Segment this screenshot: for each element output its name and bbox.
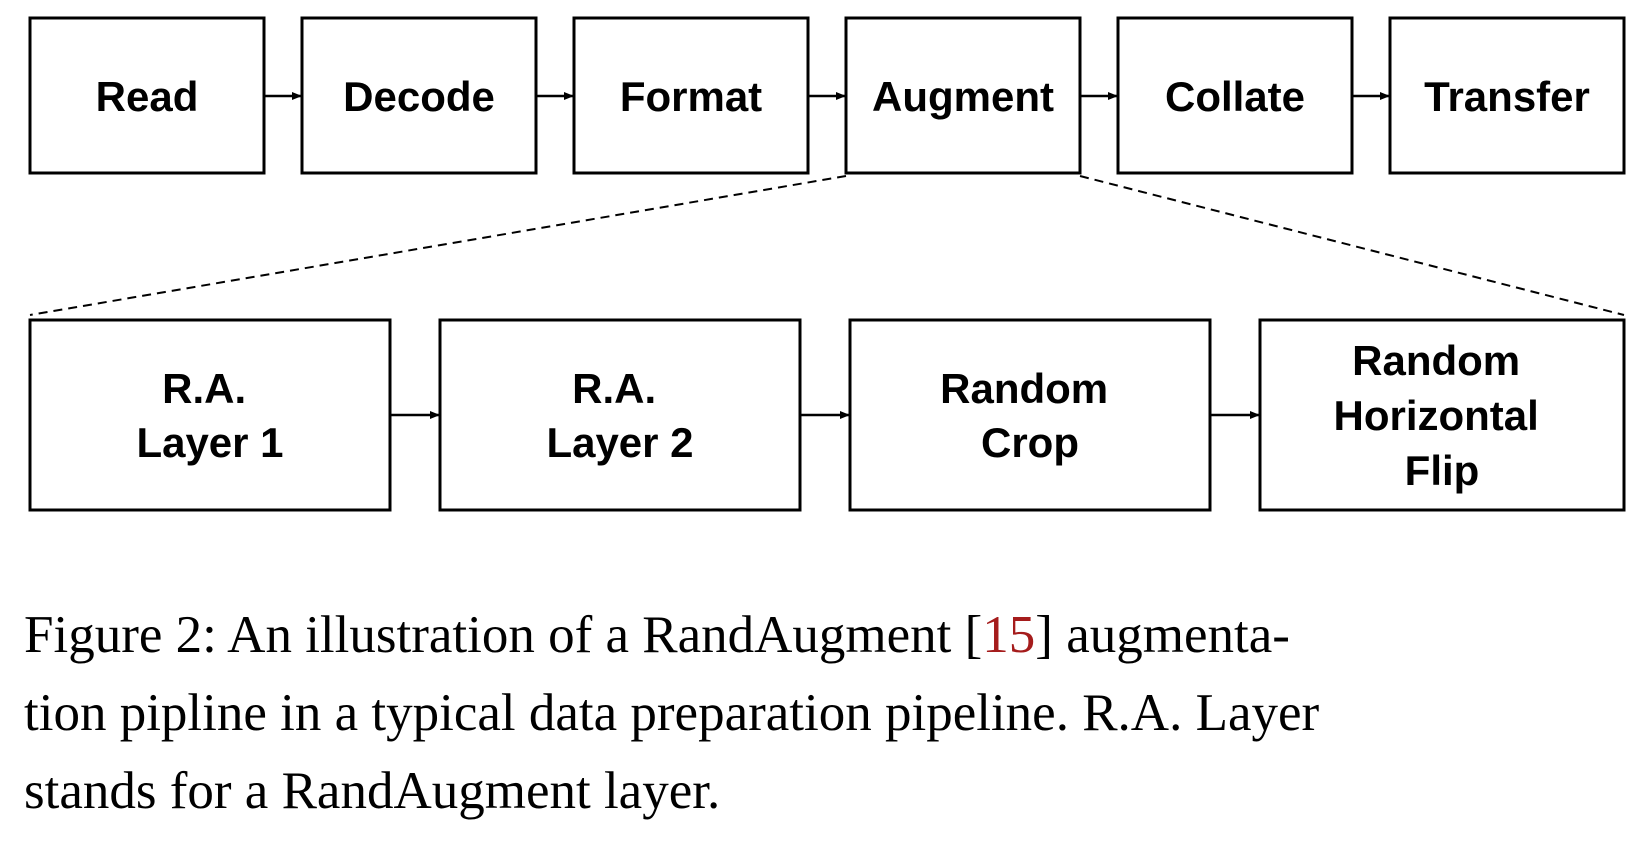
stage-label-collate: Collate [1165,73,1305,120]
layer-label-line: R.A. [572,365,656,412]
stage-label-decode: Decode [343,73,495,120]
caption-line-1-prefix: Figure 2: An illustration of a RandAugme… [24,606,983,664]
layer-label-line: Random [1352,337,1520,384]
stage-label-augment: Augment [872,73,1054,120]
layer-label-ra-layer-1: R.A. Layer 1 [136,365,283,466]
zoom-line-left [29,175,847,316]
layer-box-ra-layer-2 [438,318,802,512]
layer-label-line: Layer 1 [136,419,283,466]
caption-line-2: tion pipline in a typical data preparati… [24,684,1320,742]
layer-label-line: Horizontal [1334,392,1539,439]
citation-link[interactable]: 15 [982,606,1036,664]
caption-line-1: Figure 2: An illustration of a RandAugme… [24,596,1624,674]
layer-label-random-horizontal-flip: Random Horizontal Flip [1334,337,1551,494]
layer-label-random-crop: Random Crop [940,365,1120,466]
figure-caption: Figure 2: An illustration of a RandAugme… [24,596,1624,830]
layer-box-ra-layer-1 [28,318,392,512]
layer-label-line: Crop [981,419,1079,466]
stage-label-format: Format [620,73,762,120]
stage-label-transfer: Transfer [1424,73,1590,120]
layer-label-line: Layer 2 [546,419,693,466]
stage-box-transfer [1388,16,1626,175]
stage-label-read: Read [96,73,199,120]
layer-box-random-crop [848,318,1212,512]
caption-line-3: stands for a RandAugment layer. [24,762,721,820]
layer-label-line: R.A. [162,365,246,412]
zoom-line-right [1079,175,1625,316]
layer-box-random-horizontal-flip [1258,318,1626,512]
layer-label-line: Random [940,365,1108,412]
pipeline-diagram: Read Decode Format Augment Collate Trans… [28,16,1626,512]
layer-label-line: Flip [1405,447,1480,494]
layer-label-ra-layer-2: R.A. Layer 2 [546,365,693,466]
caption-line-1-suffix: ] augmenta- [1035,606,1290,664]
